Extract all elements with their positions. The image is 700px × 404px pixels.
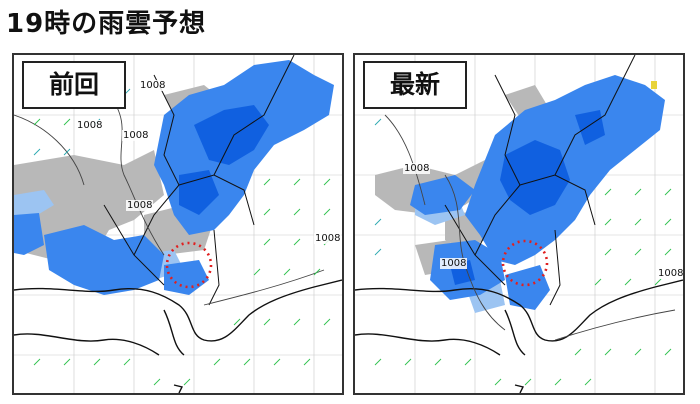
isobar-label: 1008 — [403, 163, 431, 174]
page-title: 19時の雨雲予想 — [6, 9, 207, 39]
coastline — [14, 279, 342, 393]
panel-label: 前回 — [22, 61, 126, 109]
isobars — [14, 94, 325, 306]
isobar-label: 1008 — [657, 268, 684, 279]
heavy-rain — [450, 110, 605, 285]
isobar-label: 1008 — [76, 120, 104, 131]
highlight-circle — [165, 241, 213, 289]
prefecture-borders — [103, 55, 295, 306]
wind-barbs — [374, 188, 672, 386]
isobar-label: 1008 — [440, 258, 468, 269]
isobar-label: 1008 — [139, 80, 167, 91]
highlight-circle — [501, 239, 549, 287]
prefecture-borders — [444, 55, 636, 306]
heavy-rain — [179, 105, 269, 215]
forecast-map-latest: 最新 1008 1008 1008 — [353, 53, 685, 395]
isobar-label: 1008 — [314, 233, 342, 244]
panel-label: 最新 — [363, 61, 467, 109]
isobar-label: 1008 — [122, 130, 150, 141]
isobar-label: 1008 — [126, 200, 154, 211]
coastline — [355, 279, 683, 393]
rain-cloud-map — [355, 55, 683, 393]
forecast-map-previous: 前回 1008 1008 1008 1008 1008 — [12, 53, 344, 395]
very-heavy-rain — [651, 81, 657, 89]
rain-cloud-map — [14, 55, 342, 393]
